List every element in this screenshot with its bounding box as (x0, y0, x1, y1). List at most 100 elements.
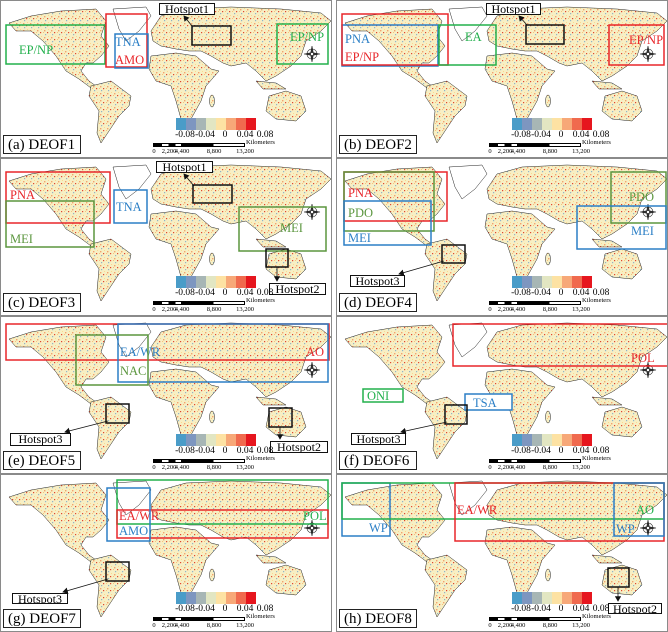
colorbar-tick-label: 0.08 (256, 288, 274, 298)
colorbar-tick-label: -0.04 (195, 446, 215, 456)
scale-tick-label: 13,200 (572, 622, 590, 629)
colorbar-tick-label: -0.04 (195, 288, 215, 298)
hotspot-label: Hotspot3 (351, 433, 406, 445)
scale-unit: Kilometers (246, 455, 275, 462)
hotspot-arrow (183, 173, 195, 187)
scale-bar (489, 143, 581, 147)
scale-tick-label: 2,200 (497, 306, 513, 313)
north-arrow-compass-icon (303, 45, 321, 63)
map-panel-a: EP/NP AMO TNA EP/NP Hotspot1 -0.08 -0.04 0 0.04 0… (0, 0, 332, 158)
region-label: MEI (348, 231, 371, 245)
colorbar-swatch (196, 118, 206, 130)
hotspot-box (191, 25, 232, 46)
colorbar-swatch (236, 434, 246, 446)
colorbar-swatch (186, 276, 196, 288)
hotspot-arrow (400, 421, 448, 435)
colorbar-swatch (216, 276, 226, 288)
colorbar-swatch (176, 434, 186, 446)
scale-ticks: 0 2,200 4,400 8,800 13,200 (152, 464, 254, 472)
colorbar-tick-label: -0.04 (531, 446, 551, 456)
scale-tick-label: 4,400 (510, 306, 526, 313)
colorbar-swatch (196, 592, 206, 604)
continents (8, 6, 331, 144)
colorbar-swatch (552, 118, 562, 130)
scale-ticks: 0 2,200 4,400 8,800 13,200 (488, 622, 590, 630)
scale-tick-label: 4,400 (510, 622, 526, 629)
colorbar-swatch (176, 276, 186, 288)
region-box (116, 509, 329, 539)
scale-unit: Kilometers (582, 613, 611, 620)
colorbar-tick-label: 0 (222, 604, 228, 614)
scale-tick-label: 13,200 (236, 148, 254, 155)
region-label: AMO (119, 524, 148, 538)
hotspot-label: Hotspot3 (12, 593, 68, 604)
panel-label: (a) DEOF1 (3, 135, 81, 154)
map-panel-e: AO EA/WR NAC Hotspot3 Hotspot2 -0.08 -0.04 0 0.0… (0, 316, 332, 474)
region-label: EA/WR (457, 503, 498, 517)
colorbar-tick-label: -0.04 (531, 130, 551, 140)
region-label: NAC (120, 364, 146, 378)
colorbar-swatch (532, 118, 542, 130)
region-label: MEI (280, 221, 303, 235)
colorbar-tick-label: 0.08 (592, 288, 610, 298)
map-panel-g: POL EA/WR AMO Hotspot3 -0.08 -0.04 0 0.04 0.08 Ki… (0, 474, 332, 632)
colorbar-swatch (226, 276, 236, 288)
panel-label: (d) DEOF4 (339, 293, 417, 312)
colorbar (512, 434, 592, 446)
colorbar-swatch (572, 118, 582, 130)
colorbar-tick-label: 0.08 (592, 130, 610, 140)
region-label: EP/NP (290, 30, 324, 44)
colorbar-tick-label: -0.08 (511, 130, 531, 140)
colorbar-swatch (216, 434, 226, 446)
scale-ticks: 0 2,200 4,400 8,800 13,200 (488, 464, 590, 472)
colorbar-swatch (582, 434, 592, 446)
scale-tick-label: 8,800 (206, 464, 222, 471)
scale-tick-label: 2,200 (497, 622, 513, 629)
colorbar-ticks: -0.08 -0.04 0 0.04 0.08 (167, 288, 273, 298)
continents (344, 480, 667, 618)
region-box (608, 24, 665, 66)
scale-bar (153, 459, 245, 463)
colorbar-tick-label: -0.08 (175, 446, 195, 456)
colorbar-swatch (236, 276, 246, 288)
scale-bar (489, 301, 581, 305)
colorbar-tick-label: -0.08 (511, 604, 531, 614)
colorbar-tick-label: -0.04 (195, 604, 215, 614)
scale-tick-label: 4,400 (510, 148, 526, 155)
colorbar (512, 118, 592, 130)
scale-ticks: 0 2,200 4,400 8,800 13,200 (152, 306, 254, 314)
colorbar-ticks: -0.08 -0.04 0 0.04 0.08 (167, 446, 273, 456)
region-box (114, 33, 149, 69)
colorbar-swatch (582, 276, 592, 288)
colorbar-swatch (236, 118, 246, 130)
colorbar-tick-label: 0.04 (572, 288, 590, 298)
hotspot-label: Hotspot1 (159, 3, 215, 15)
panel-label: (c) DEOF3 (3, 293, 81, 312)
colorbar-tick-label: -0.04 (195, 130, 215, 140)
hotspot-arrow (64, 420, 109, 434)
colorbar-swatch (542, 592, 552, 604)
scale-bar (153, 617, 245, 621)
colorbar-swatch (552, 276, 562, 288)
scale-unit: Kilometers (246, 613, 275, 620)
scale-tick-label: 2,200 (497, 464, 513, 471)
colorbar-ticks: -0.08 -0.04 0 0.04 0.08 (503, 130, 609, 140)
colorbar-swatch (532, 276, 542, 288)
scale-tick-label: 8,800 (206, 148, 222, 155)
scale-ticks: 0 2,200 4,400 8,800 13,200 (152, 622, 254, 630)
colorbar-tick-label: 0.04 (236, 130, 254, 140)
colorbar-swatch (246, 592, 256, 604)
colorbar-ticks: -0.08 -0.04 0 0.04 0.08 (167, 130, 273, 140)
colorbar-tick-label: 0.08 (256, 130, 274, 140)
scale-ticks: 0 2,200 4,400 8,800 13,200 (488, 148, 590, 156)
colorbar-swatch (206, 592, 216, 604)
hotspot-box (444, 404, 468, 425)
colorbar-swatch (512, 118, 522, 130)
hotspot-label: Hotspot1 (486, 3, 541, 15)
scale-bar (153, 301, 245, 305)
hotspot-label: Hotspot3 (10, 433, 71, 446)
region-box (362, 388, 404, 403)
scale-tick-label: 2,200 (497, 148, 513, 155)
region-label: AO (306, 345, 324, 359)
scale-tick-label: 8,800 (542, 306, 558, 313)
